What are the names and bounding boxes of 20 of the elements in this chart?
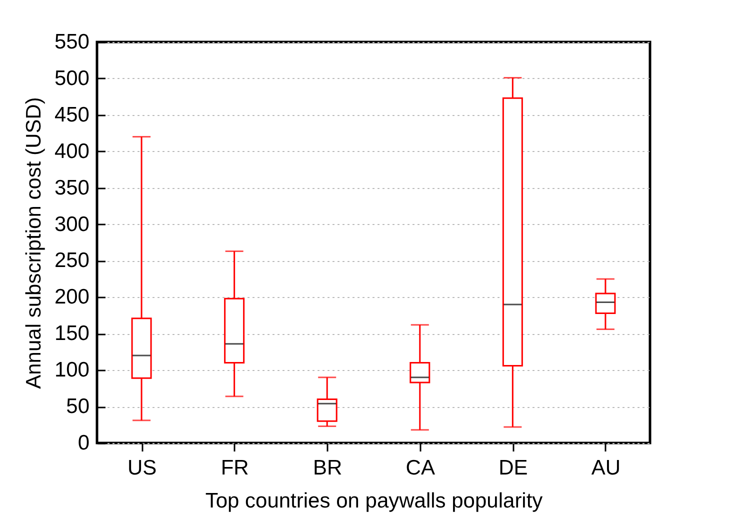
x-tick-label: AU <box>591 456 621 480</box>
y-tick-label: 300 <box>54 212 90 236</box>
x-tick-label: CA <box>406 456 435 480</box>
y-tick-label: 350 <box>54 176 90 200</box>
y-tick-label: 550 <box>54 30 90 54</box>
x-axis-title: Top countries on paywalls popularity <box>205 490 544 512</box>
x-tick-label: FR <box>220 456 249 480</box>
x-tick-label: US <box>127 456 157 480</box>
y-tick-label: 400 <box>54 140 90 163</box>
x-tick-label: BR <box>313 456 342 480</box>
y-axis-title: Annual subscription cost (USD) <box>22 97 46 389</box>
y-tick-label: 500 <box>54 66 90 90</box>
y-tick-label: 200 <box>54 286 90 309</box>
y-tick-label: 100 <box>54 358 90 382</box>
y-tick-label: 450 <box>54 103 90 126</box>
y-tick-label: 50 <box>66 395 90 418</box>
y-tick-label: 250 <box>54 249 90 272</box>
x-tick-label: DE <box>498 456 528 480</box>
y-tick-label: 150 <box>54 322 90 346</box>
y-tick-label: 0 <box>78 432 90 454</box>
